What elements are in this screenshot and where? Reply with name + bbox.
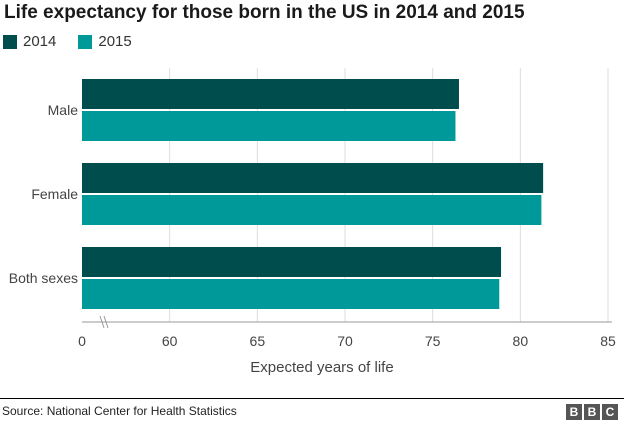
x-tick-label: 80 xyxy=(513,333,529,349)
bar-chart: Male Female Both sexes 0 60 65 70 75 80 85 Expecte… xyxy=(9,68,616,376)
category-label: Both sexes xyxy=(9,270,78,286)
x-tick-label: 60 xyxy=(162,333,178,349)
legend-swatch-2014 xyxy=(3,34,17,49)
axis-break-marker xyxy=(99,315,109,329)
x-tick-label: 65 xyxy=(250,333,266,349)
bar-male-2015 xyxy=(82,111,456,141)
category-label: Male xyxy=(48,102,79,118)
bar-both-sexes-2015 xyxy=(82,279,500,309)
bbc-logo-letter: B xyxy=(584,404,600,420)
bar-female-2015 xyxy=(82,195,542,225)
legend-swatch-2015 xyxy=(78,34,93,49)
chart-title: Life expectancy for those born in the US… xyxy=(4,2,525,23)
legend-label-2014: 2014 xyxy=(23,33,57,50)
legend: 2014 2015 xyxy=(3,33,154,50)
bar-female-2014 xyxy=(82,163,544,193)
x-tick-label-zero: 0 xyxy=(78,333,86,349)
legend-item-2014: 2014 xyxy=(3,33,56,50)
legend-label-2015: 2015 xyxy=(98,33,132,50)
x-tick-label: 85 xyxy=(600,333,616,349)
legend-item-2015: 2015 xyxy=(78,33,132,50)
bar-male-2014 xyxy=(82,79,459,109)
bar-both-sexes-2014 xyxy=(82,247,502,277)
footer-divider xyxy=(0,398,624,399)
source-note: Source: National Center for Health Stati… xyxy=(2,404,237,418)
category-label: Female xyxy=(31,186,78,202)
bbc-logo-letter: B xyxy=(566,404,582,420)
bbc-logo-letter: C xyxy=(602,404,618,420)
x-tick-label: 70 xyxy=(337,333,353,349)
x-axis-label: Expected years of life xyxy=(250,359,393,376)
x-tick-label: 75 xyxy=(425,333,441,349)
bbc-logo: B B C xyxy=(564,404,618,420)
